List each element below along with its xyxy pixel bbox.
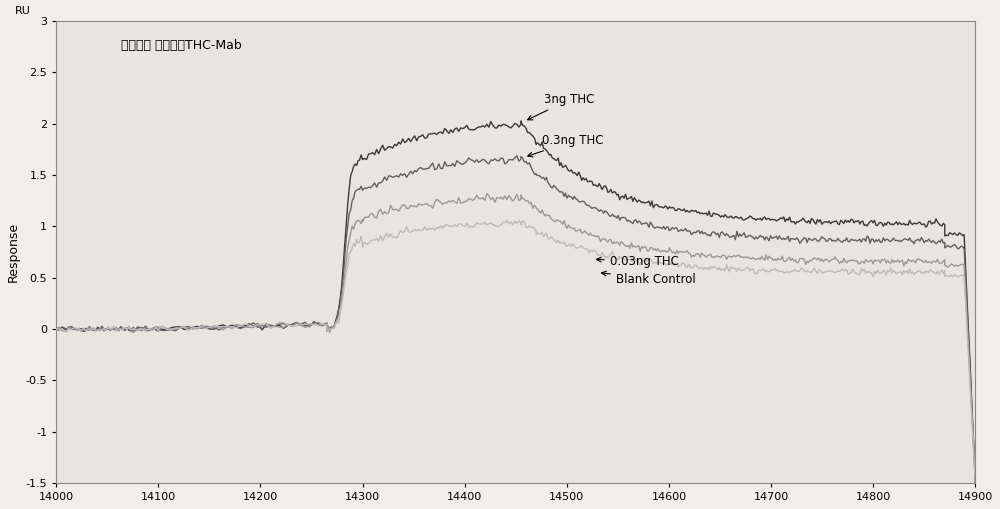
Y-axis label: Response: Response bbox=[7, 222, 20, 282]
Text: Blank Control: Blank Control bbox=[601, 271, 696, 286]
Text: 0.03ng THC: 0.03ng THC bbox=[596, 256, 679, 268]
Text: 0.3ng THC: 0.3ng THC bbox=[528, 134, 604, 157]
Text: 流动相： 小鼠单抗THC-Mab: 流动相： 小鼠单抗THC-Mab bbox=[121, 39, 241, 52]
Text: RU: RU bbox=[15, 6, 31, 16]
Text: 3ng THC: 3ng THC bbox=[528, 93, 595, 120]
